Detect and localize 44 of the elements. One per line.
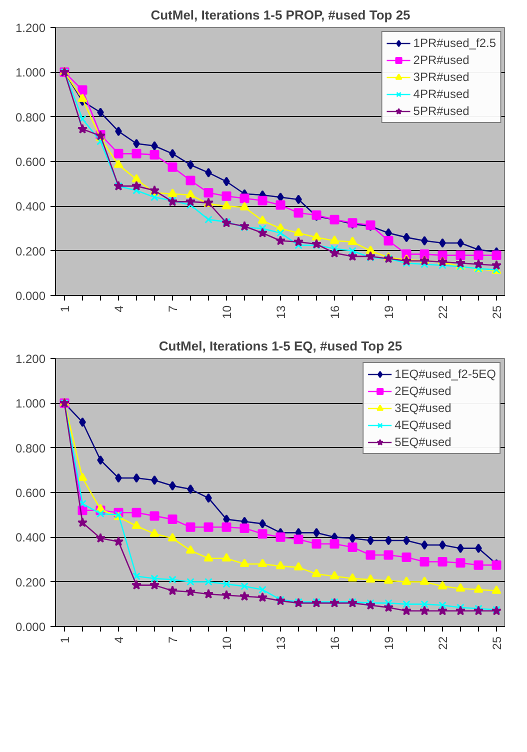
y-tick-label: 1.000	[15, 396, 46, 411]
chart-title: CutMel, Iterations 1-5 EQ, #used Top 25	[158, 338, 402, 354]
legend-label: 5PR#used	[413, 104, 470, 118]
x-tick-label: 16	[328, 305, 342, 319]
y-tick-label: 0.200	[15, 575, 46, 590]
x-tick-label: 16	[328, 636, 342, 650]
y-tick-label: 1.200	[15, 21, 46, 35]
y-tick-label: 1.000	[15, 66, 46, 80]
legend-label: 1EQ#used_f2-5EQ	[394, 367, 496, 381]
x-tick-label: 4	[112, 636, 126, 644]
legend-label: 2PR#used	[413, 53, 470, 67]
legend-label: 2EQ#used	[394, 384, 452, 398]
x-tick-label: 22	[436, 305, 450, 319]
x-tick-label: 25	[490, 305, 504, 319]
x-tick-label: 22	[436, 636, 450, 650]
x-tick-label: 10	[220, 305, 234, 319]
legend-label: 1PR#used_f2.5	[413, 36, 496, 50]
legend-label: 3EQ#used	[394, 401, 452, 415]
x-tick-label: 1	[58, 636, 72, 644]
legend-label: 3PR#used	[413, 70, 470, 84]
y-tick-label: 0.000	[15, 289, 46, 303]
x-tick-label: 13	[274, 305, 288, 319]
x-tick-label: 1	[58, 305, 72, 312]
x-tick-label: 13	[274, 636, 288, 650]
x-tick-label: 7	[166, 305, 180, 312]
y-tick-label: 0.600	[15, 155, 46, 169]
y-tick-label: 0.400	[15, 530, 46, 545]
x-tick-label: 10	[220, 636, 234, 650]
legend-label: 4PR#used	[413, 87, 470, 101]
y-tick-label: 0.000	[15, 620, 46, 634]
x-tick-label: 25	[490, 636, 504, 650]
y-tick-label: 0.800	[15, 441, 46, 456]
y-tick-label: 1.200	[15, 352, 46, 366]
x-tick-label: 7	[166, 636, 180, 644]
y-tick-label: 0.400	[15, 200, 46, 214]
y-tick-label: 0.800	[15, 110, 46, 124]
y-tick-label: 0.600	[15, 486, 46, 500]
chart-title: CutMel, Iterations 1-5 PROP, #used Top 25	[150, 8, 410, 22]
legend-label: 5EQ#used	[394, 435, 452, 449]
x-tick-label: 19	[382, 305, 396, 319]
legend-label: 4EQ#used	[394, 418, 452, 432]
x-tick-label: 4	[112, 305, 126, 312]
y-tick-label: 0.200	[15, 244, 46, 258]
x-tick-label: 19	[382, 636, 396, 650]
